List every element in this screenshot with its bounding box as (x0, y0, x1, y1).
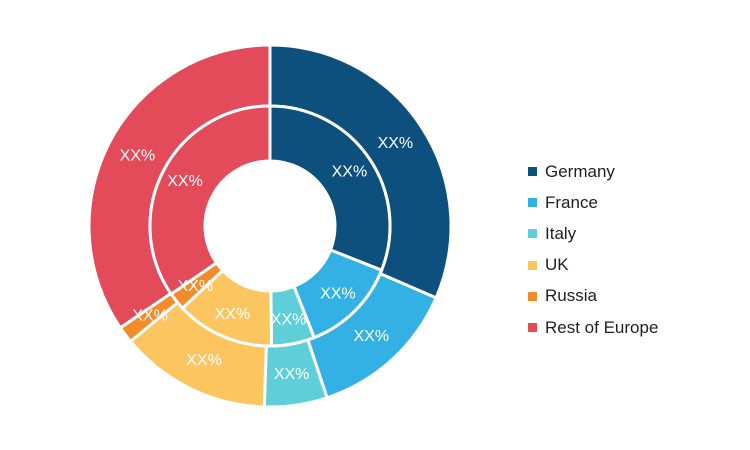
legend-item-france: France (528, 187, 658, 218)
inner-ring-label-uk: XX% (215, 306, 251, 323)
outer-ring-label-italy: XX% (274, 366, 310, 383)
inner-ring-label-germany: XX% (332, 164, 368, 181)
legend-label-france: France (545, 192, 598, 212)
legend-swatch-uk (528, 260, 537, 270)
legend-item-rest-of-europe: Rest of Europe (528, 312, 658, 343)
legend-label-italy: Italy (545, 223, 577, 243)
legend-item-russia: Russia (528, 281, 658, 312)
legend-swatch-rest-of-europe (528, 323, 537, 333)
inner-ring-label-italy: XX% (271, 312, 307, 329)
legend-swatch-italy (528, 229, 537, 239)
inner-ring (148, 104, 392, 348)
slice-labels: XX%XX%XX%XX%XX%XX%XX%XX%XX%XX%XX%XX% (120, 135, 414, 383)
legend-label-russia: Russia (545, 286, 597, 306)
legend-label-germany: Germany (545, 161, 615, 181)
outer-ring-label-uk: XX% (186, 352, 222, 369)
inner-ring-label-russia: XX% (177, 278, 213, 295)
inner-ring-slice-germany (268, 104, 392, 273)
legend-swatch-france (528, 198, 537, 208)
inner-ring-label-rest-of-europe: XX% (167, 173, 203, 190)
legend-item-italy: Italy (528, 218, 658, 249)
legend-item-uk: UK (528, 250, 658, 281)
legend-label-uk: UK (545, 255, 569, 275)
outer-ring-label-germany: XX% (378, 135, 414, 152)
outer-ring-label-france: XX% (354, 328, 390, 345)
inner-ring-slice-rest-of-europe (148, 104, 272, 297)
legend-swatch-germany (528, 167, 537, 177)
legend-swatch-russia (528, 291, 537, 301)
outer-ring (87, 43, 453, 409)
outer-ring-label-russia: XX% (132, 308, 168, 325)
inner-ring-label-france: XX% (320, 285, 356, 302)
legend-label-rest-of-europe: Rest of Europe (545, 317, 659, 337)
outer-ring-label-rest-of-europe: XX% (120, 147, 156, 164)
legend-item-germany: Germany (528, 156, 658, 187)
legend: Germany France Italy UK Russia Rest of E… (528, 156, 658, 343)
